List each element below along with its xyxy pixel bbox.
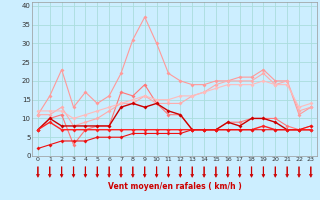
X-axis label: Vent moyen/en rafales ( km/h ): Vent moyen/en rafales ( km/h )	[108, 182, 241, 191]
